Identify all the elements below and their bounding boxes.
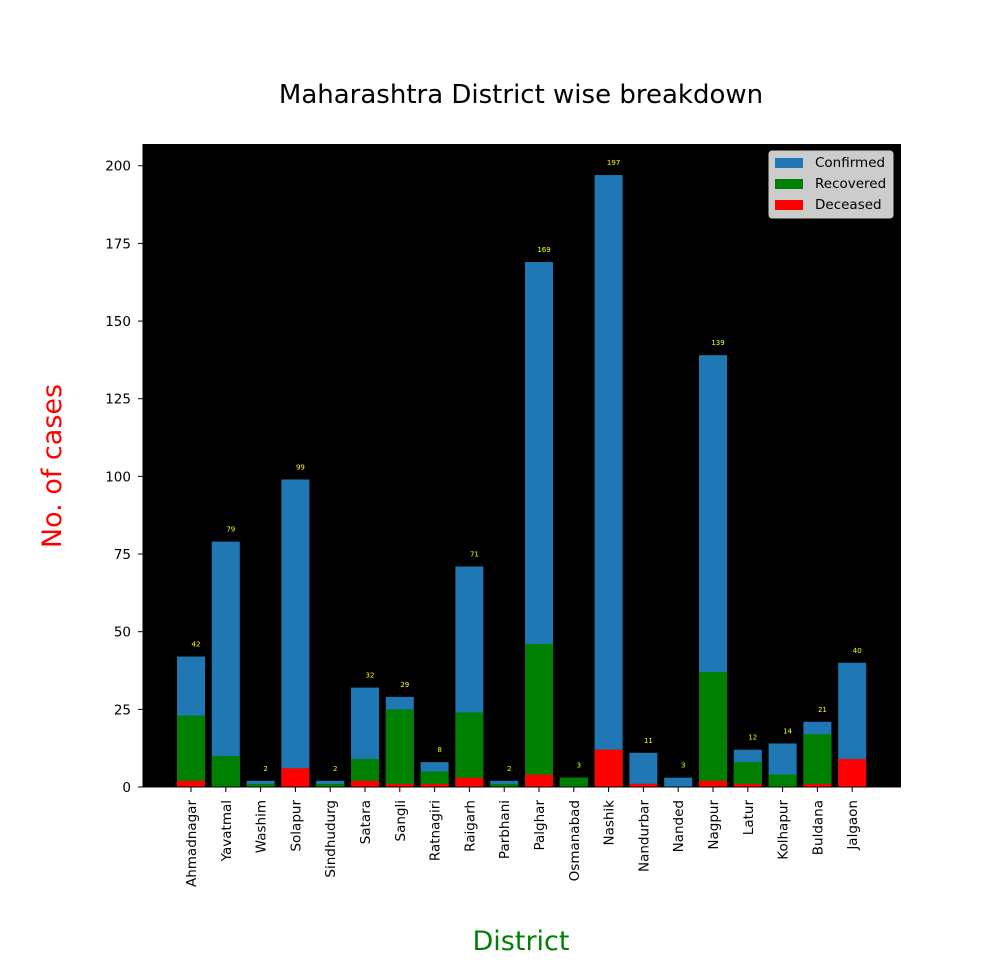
bar-confirmed-nanded (664, 777, 693, 787)
data-label-sindhudurg: 2 (333, 765, 337, 773)
legend-swatch-deceased (775, 200, 803, 210)
x-tick-label-nashik: Nashik (602, 800, 618, 846)
x-tick-label-nagpur: Nagpur (706, 800, 722, 850)
x-tick-label-osmanabad: Osmanabad (567, 800, 583, 881)
bars-layer (177, 175, 867, 787)
bar-deceased-jalgaon (838, 759, 867, 787)
x-tick-label-jalgaon: Jalgaon (845, 800, 861, 851)
bar-confirmed-nandurbar (629, 752, 658, 787)
y-tick-label: 150 (105, 314, 131, 330)
y-tick-label: 50 (114, 625, 131, 641)
legend-label-recovered: Recovered (815, 176, 886, 192)
bar-recovered-latur (733, 762, 762, 787)
data-label-parbhani: 2 (507, 765, 511, 773)
x-tick-label-nanded: Nanded (671, 800, 687, 852)
bar-recovered-nagpur (699, 672, 727, 787)
data-label-kolhapur: 14 (783, 728, 792, 736)
bar-confirmed-solapur (281, 479, 310, 787)
x-tick-label-kolhapur: Kolhapur (776, 800, 792, 860)
y-tick-label: 25 (114, 702, 131, 718)
data-label-latur: 12 (748, 734, 757, 742)
bar-deceased-ahmadnagar (177, 780, 205, 787)
bar-recovered-yavatmal (211, 755, 240, 787)
chart-title: Maharashtra District wise breakdown (279, 80, 763, 110)
legend-label-deceased: Deceased (815, 197, 882, 213)
data-label-jalgaon: 40 (853, 647, 862, 655)
x-tick-label-sindhudurg: Sindhudurg (323, 800, 339, 878)
data-label-washim: 2 (263, 765, 267, 773)
data-label-nashik: 197 (607, 159, 620, 167)
y-axis: 0 25 50 75 100 125 150 175 200 (105, 144, 144, 796)
x-tick-label-ratnagiri: Ratnagiri (428, 800, 444, 861)
bar-deceased-raigarh (455, 777, 484, 787)
bar-confirmed-nashik (594, 175, 623, 787)
x-tick-label-washim: Washim (254, 800, 270, 853)
bar-deceased-ratnagiri (420, 783, 449, 787)
data-label-osmanabad: 3 (577, 762, 581, 770)
series-deceased (177, 749, 867, 787)
y-tick-label: 75 (114, 547, 131, 563)
y-tick-label: 200 (105, 159, 131, 175)
data-label-solapur: 99 (296, 463, 305, 471)
y-axis-label: No. of cases (37, 384, 68, 548)
bar-deceased-nandurbar (629, 783, 658, 787)
bar-deceased-palghar (525, 774, 553, 787)
x-tick-label-ahmadnagar: Ahmadnagar (184, 800, 200, 887)
x-tick-label-palghar: Palghar (532, 800, 548, 851)
x-tick-label-parbhani: Parbhani (497, 800, 513, 859)
bar-deceased-solapur (281, 768, 310, 787)
bar-recovered-sindhudurg (316, 783, 345, 787)
data-label-raigarh: 71 (470, 550, 479, 558)
bar-recovered-buldana (803, 734, 832, 787)
data-label-nanded: 3 (681, 762, 685, 770)
x-tick-label-sangli: Sangli (393, 800, 409, 841)
bar-deceased-buldana (803, 783, 832, 787)
legend: Confirmed Recovered Deceased (768, 150, 894, 219)
x-tick-label-nandurbar: Nandurbar (636, 800, 652, 872)
bar-recovered-parbhani (490, 783, 519, 787)
data-label-ratnagiri: 8 (437, 746, 441, 754)
bar-recovered-palghar (525, 644, 553, 787)
legend-swatch-recovered (775, 179, 803, 189)
x-tick-label-raigarh: Raigarh (462, 800, 478, 852)
data-label-nandurbar: 11 (644, 737, 653, 745)
y-tick-label: 125 (105, 392, 131, 408)
bar-deceased-nagpur (699, 780, 727, 787)
data-label-sangli: 29 (400, 681, 409, 689)
bar-recovered-washim (246, 783, 275, 787)
y-tick-label: 100 (105, 469, 131, 485)
data-label-yavatmal: 79 (226, 526, 235, 534)
data-label-ahmadnagar: 42 (192, 641, 201, 649)
y-tick-label: 0 (122, 780, 131, 796)
bar-recovered-raigarh (455, 712, 484, 787)
bar-confirmed-yavatmal (211, 541, 240, 787)
bar-deceased-satara (351, 780, 379, 787)
x-axis: Ahmadnagar Yavatmal Washim Solapur Sindhudur… (143, 786, 901, 887)
x-axis-label: District (473, 926, 570, 957)
bar-deceased-sangli (385, 783, 414, 787)
bar-recovered-ratnagiri (420, 771, 449, 787)
data-labels-layer: 42 79 2 99 2 32 29 8 71 2 169 3 197 11 3 139 12 14 21 40 (192, 159, 862, 773)
data-label-nagpur: 139 (711, 339, 724, 347)
data-label-satara: 32 (366, 672, 375, 680)
bar-deceased-latur (733, 783, 762, 787)
legend-swatch-confirmed (775, 158, 803, 168)
data-label-buldana: 21 (818, 706, 827, 714)
x-tick-label-buldana: Buldana (810, 800, 826, 855)
bar-recovered-kolhapur (768, 774, 797, 787)
x-tick-label-satara: Satara (358, 800, 374, 844)
bar-recovered-ahmadnagar (177, 715, 205, 787)
legend-label-confirmed: Confirmed (815, 155, 885, 171)
x-tick-label-latur: Latur (741, 800, 757, 836)
data-label-palghar: 169 (537, 246, 550, 254)
bar-recovered-osmanabad (559, 777, 588, 787)
x-tick-label-yavatmal: Yavatmal (219, 800, 235, 862)
bar-recovered-sangli (385, 709, 414, 787)
bar-deceased-nashik (594, 749, 623, 787)
plot-area (143, 144, 901, 787)
y-tick-label: 175 (105, 236, 131, 252)
x-tick-label-solapur: Solapur (288, 800, 304, 852)
